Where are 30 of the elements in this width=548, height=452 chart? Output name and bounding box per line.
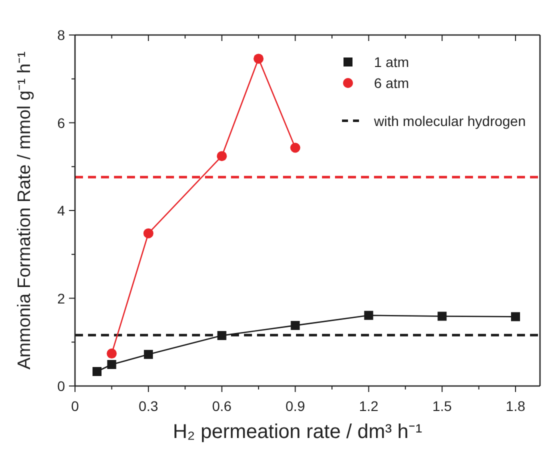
y-axis-title: Ammonia Formation Rate / mmol g⁻¹ h⁻¹ <box>14 51 34 370</box>
point <box>290 320 300 330</box>
legend-label: 6 atm <box>374 75 410 91</box>
point <box>290 142 300 153</box>
point <box>143 228 154 238</box>
x-tick-label: 0.3 <box>138 398 158 414</box>
point <box>364 310 374 320</box>
point <box>254 54 264 64</box>
legend-label: 1 atm <box>374 54 410 70</box>
legend-label: with molecular hydrogen <box>373 112 526 129</box>
y-tick-label: 6 <box>57 114 66 131</box>
x-tick-label: 1.5 <box>432 398 452 414</box>
y-tick-label: 2 <box>57 290 66 306</box>
point <box>511 312 520 322</box>
point <box>107 360 116 369</box>
point <box>144 350 153 359</box>
point <box>106 348 117 359</box>
point <box>216 151 227 162</box>
y-tick-label: 4 <box>57 202 66 218</box>
x-axis-title: H₂ permeation rate / dm³ h⁻¹ <box>172 421 422 443</box>
point <box>217 331 226 340</box>
x-tick-label: 1.8 <box>506 398 526 414</box>
x-tick-label: 1.2 <box>358 398 379 414</box>
y-tick-label: 8 <box>57 27 66 43</box>
point <box>438 312 447 321</box>
x-tick-label: 0.6 <box>212 398 232 414</box>
y-tick-label: 0 <box>57 378 66 394</box>
x-tick-label: 0 <box>71 398 80 414</box>
point <box>92 367 102 376</box>
x-tick-label: 0.9 <box>286 398 306 414</box>
